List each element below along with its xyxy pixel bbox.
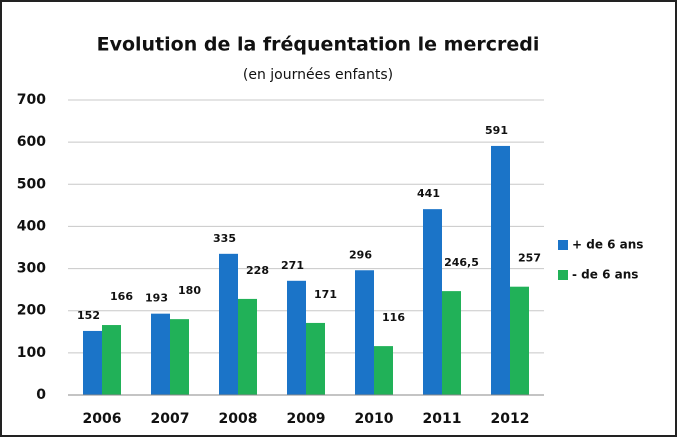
y-tick-label: 100 <box>17 345 46 361</box>
y-tick-label: 0 <box>36 387 46 403</box>
y-tick-label: 500 <box>17 176 46 192</box>
bar <box>151 313 170 395</box>
bar <box>374 346 393 395</box>
y-tick-label: 400 <box>17 218 46 234</box>
x-tick-label: 2008 <box>219 411 258 427</box>
value-label: 228 <box>246 264 269 277</box>
bar <box>510 286 529 395</box>
chart-subtitle: (en journées enfants) <box>243 67 393 83</box>
bar <box>102 325 121 395</box>
value-label: 591 <box>485 124 508 137</box>
value-label: 246,5 <box>444 256 479 269</box>
y-tick-label: 300 <box>17 261 46 277</box>
bar <box>491 145 510 395</box>
bar <box>355 270 374 395</box>
value-label: 180 <box>178 284 201 297</box>
x-tick-label: 2010 <box>355 411 394 427</box>
value-label: 171 <box>314 288 337 301</box>
value-label: 271 <box>281 259 304 272</box>
chart-title: Evolution de la fréquentation le mercred… <box>97 34 540 56</box>
bar <box>442 291 461 395</box>
bar <box>423 209 442 395</box>
value-label: 257 <box>518 252 541 265</box>
value-label: 441 <box>417 187 440 200</box>
legend-swatch <box>558 270 568 280</box>
bar <box>306 322 325 395</box>
x-tick-label: 2011 <box>423 411 462 427</box>
value-label: 116 <box>382 311 405 324</box>
y-tick-label: 600 <box>17 134 46 150</box>
bar <box>83 330 102 395</box>
x-tick-label: 2007 <box>151 411 190 427</box>
y-tick-label: 700 <box>17 92 46 108</box>
y-tick-label: 200 <box>17 303 46 319</box>
legend-swatch <box>558 240 568 250</box>
bar <box>219 253 238 395</box>
legend-label: - de 6 ans <box>572 268 638 282</box>
bar <box>238 298 257 395</box>
value-label: 152 <box>77 309 100 322</box>
x-tick-label: 2012 <box>491 411 530 427</box>
value-label: 193 <box>145 292 168 305</box>
value-label: 166 <box>110 290 133 303</box>
x-tick-label: 2009 <box>287 411 326 427</box>
bar <box>287 280 306 395</box>
legend-label: + de 6 ans <box>572 238 643 252</box>
value-label: 296 <box>349 248 372 261</box>
x-tick-label: 2006 <box>83 411 122 427</box>
bar <box>170 319 189 395</box>
value-label: 335 <box>213 232 236 245</box>
